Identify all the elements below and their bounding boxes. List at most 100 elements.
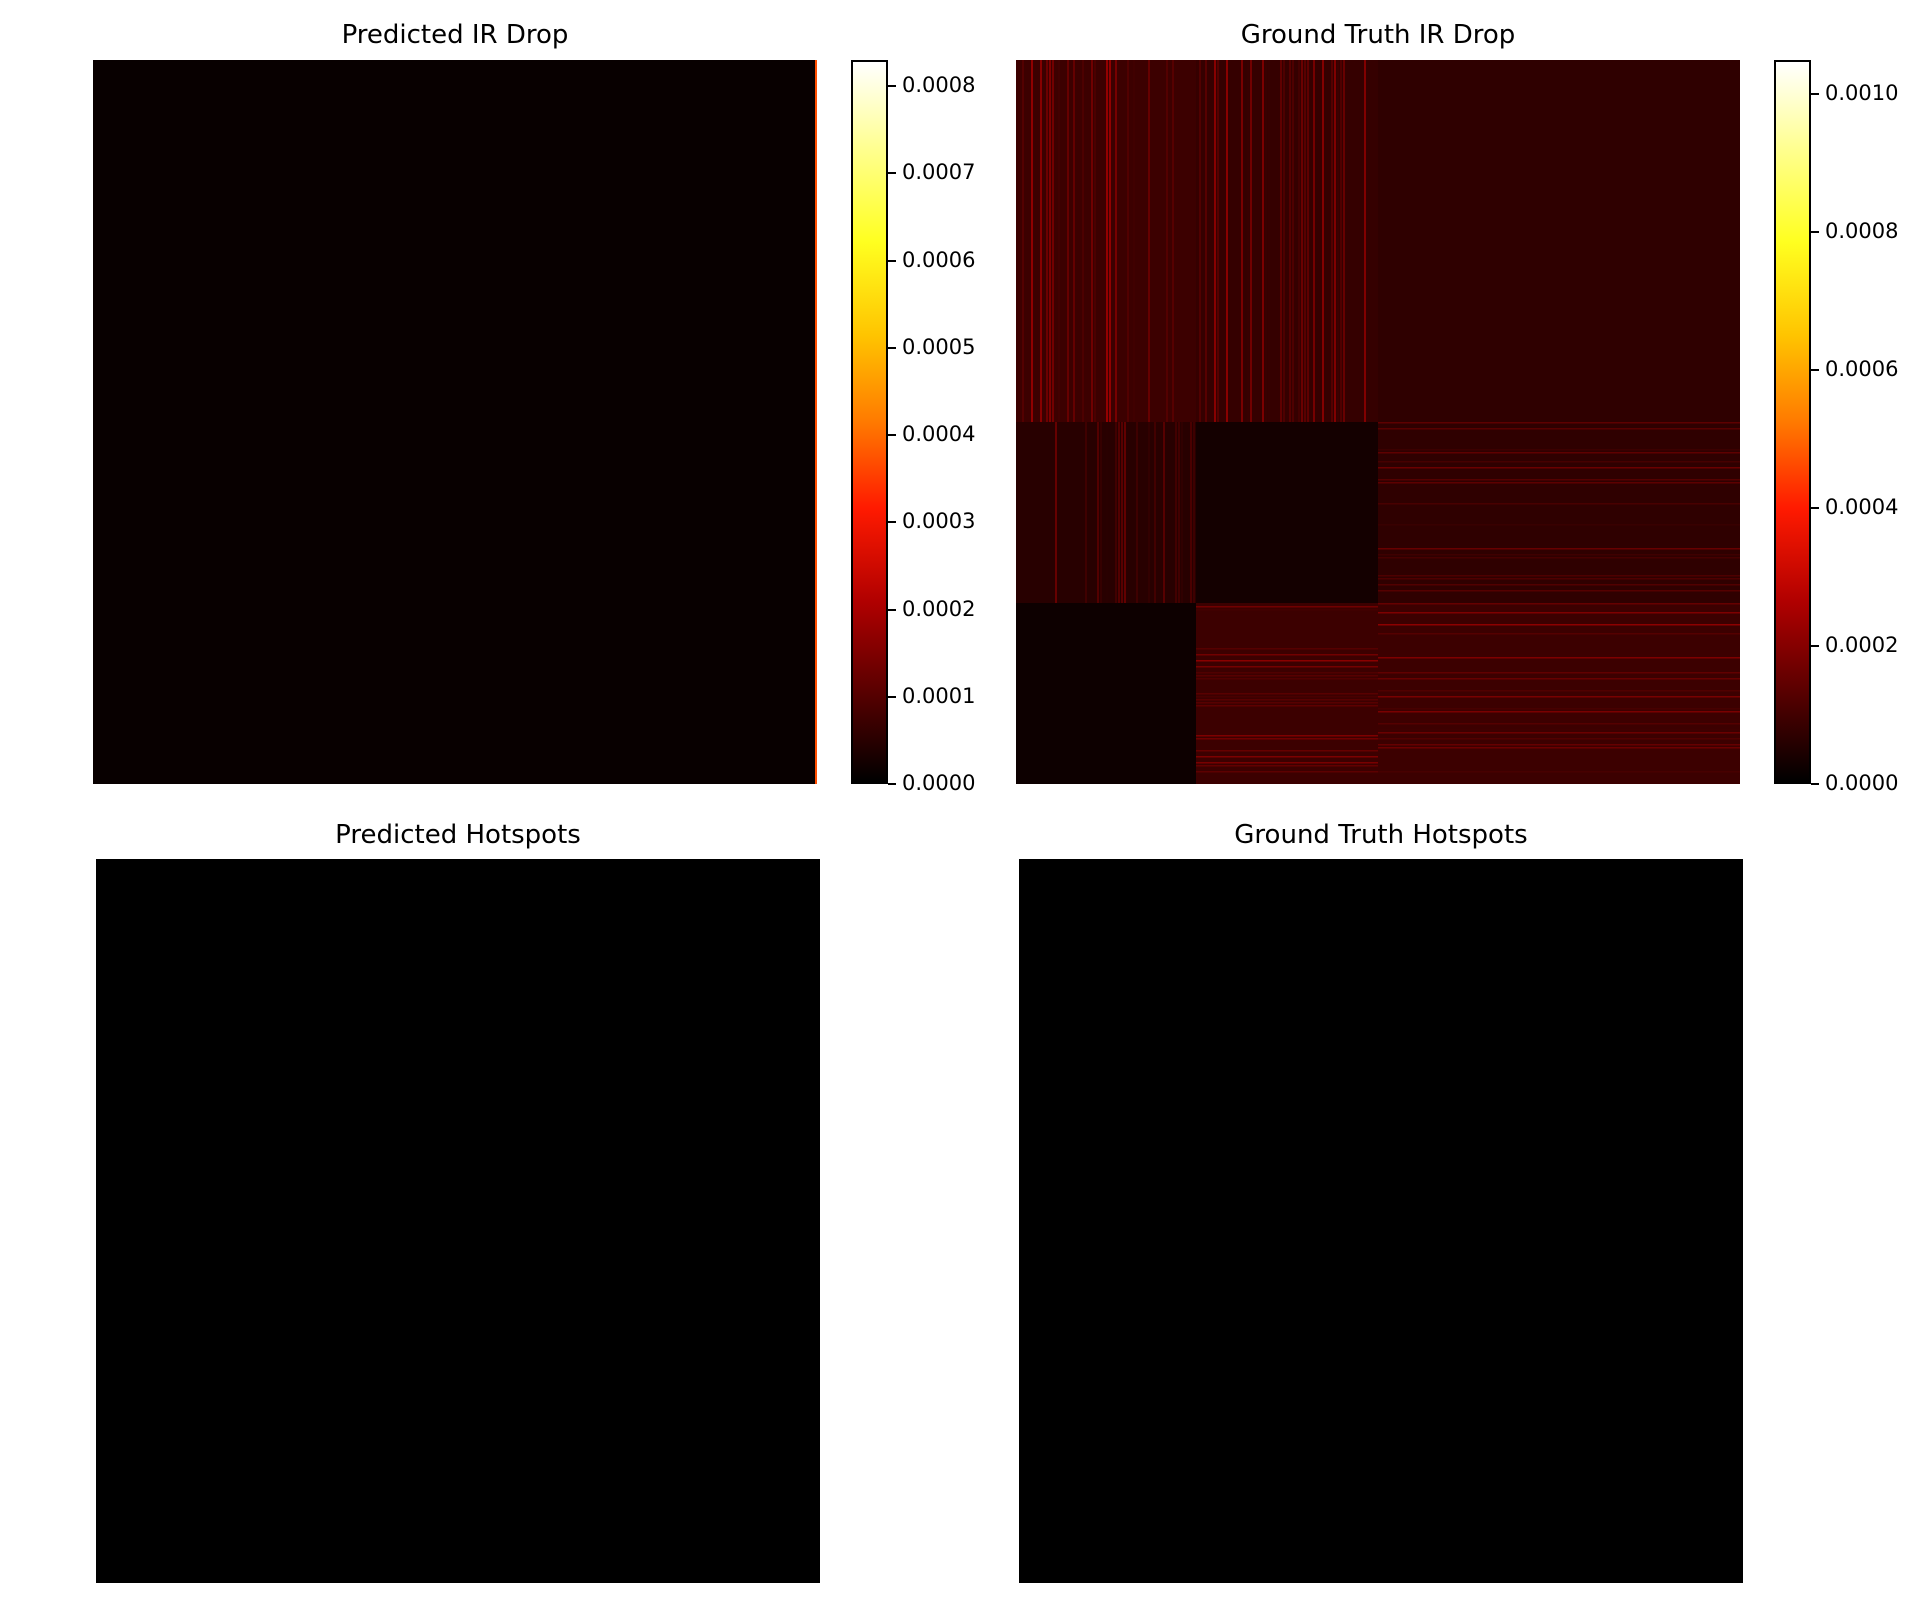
heatmap-stripe <box>1378 557 1740 559</box>
heatmap-stripe <box>1205 60 1207 422</box>
heatmap-stripe <box>1289 60 1291 422</box>
heatmap-stripe <box>1106 60 1108 422</box>
heatmap-stripe <box>1378 723 1740 725</box>
heatmap-stripe <box>1196 756 1378 758</box>
heatmap-stripe <box>1378 633 1740 635</box>
heatmap-stripe <box>1193 422 1195 603</box>
heatmap-stripe <box>1378 449 1740 451</box>
heatmap-stripe <box>1196 606 1378 608</box>
heatmap-stripe <box>1196 666 1378 668</box>
heatmap-stripe <box>1163 422 1165 603</box>
heatmap-stripe <box>1196 765 1378 767</box>
heatmap-stripe <box>1378 747 1740 749</box>
heatmap-ground-truth-hotspots <box>1019 859 1743 1583</box>
heatmap-stripe <box>1226 60 1228 422</box>
colorbar-ground-truth-ir-drop <box>1774 60 1811 784</box>
heatmap-stripe <box>1196 699 1378 701</box>
heatmap-stripe <box>1175 422 1177 603</box>
heatmap-stripe <box>1262 60 1264 422</box>
heatmap-stripe <box>1378 479 1740 481</box>
colorbar-tick-mark <box>888 521 896 524</box>
heatmap-stripe <box>1217 60 1219 422</box>
colorbar-tick-label: 0.0010 <box>1825 81 1899 106</box>
heatmap-stripe <box>1378 744 1740 746</box>
heatmap-stripe <box>1298 60 1300 422</box>
heatmap-stripe <box>1196 609 1378 611</box>
heatmap-block <box>1196 422 1378 603</box>
colorbar-tick-mark <box>1811 93 1819 96</box>
heatmap-block <box>1378 603 1740 784</box>
heatmap-stripe <box>1067 60 1069 422</box>
heatmap-stripe <box>1148 422 1150 603</box>
colorbar-tick-label: 0.0002 <box>902 596 976 621</box>
heatmap-stripe <box>1040 60 1042 422</box>
heatmap-stripe <box>1307 60 1309 422</box>
heatmap-stripe <box>1378 624 1740 626</box>
heatmap-stripe <box>1127 60 1129 422</box>
heatmap-stripe <box>1378 657 1740 659</box>
heatmap-stripe <box>1378 612 1740 614</box>
heatmap-block <box>1016 603 1196 784</box>
heatmap-stripe <box>1196 735 1378 737</box>
heatmap-stripe <box>1115 60 1117 422</box>
colorbar-tick-label: 0.0006 <box>902 247 976 272</box>
colorbar-tick-label: 0.0004 <box>1825 495 1899 520</box>
heatmap-stripe <box>1196 693 1378 695</box>
colorbar-tick-label: 0.0000 <box>902 771 976 795</box>
heatmap-stripe <box>1378 461 1740 463</box>
colorbar-tick-label: 0.0001 <box>902 683 976 708</box>
heatmap-stripe <box>1181 422 1183 603</box>
heatmap-stripe <box>1378 578 1740 580</box>
colorbar-tick-mark <box>888 695 896 698</box>
heatmap-stripe <box>1115 422 1117 603</box>
heatmap-stripe <box>1178 422 1180 603</box>
colorbar-tick-label: 0.0007 <box>902 160 976 185</box>
colorbar-tick-label: 0.0006 <box>1825 357 1899 382</box>
colorbar-tick-label: 0.0004 <box>902 422 976 447</box>
heatmap-stripe <box>1196 660 1378 662</box>
heatmap-stripe <box>1190 422 1192 603</box>
heatmap-stripe <box>1046 60 1048 422</box>
heatmap-stripe <box>1378 738 1740 740</box>
chart-title-ground-truth-hotspots: Ground Truth Hotspots <box>1234 820 1528 850</box>
heatmap-stripe <box>1196 627 1378 629</box>
heatmap-stripe <box>1337 60 1339 422</box>
heatmap-stripe <box>1331 60 1333 422</box>
heatmap-stripe <box>1378 584 1740 586</box>
heatmap-stripe <box>1121 422 1123 603</box>
heatmap-stripe <box>1378 599 1740 601</box>
colorbar-tick-mark <box>888 783 896 785</box>
heatmap-stripe <box>1196 654 1378 656</box>
heatmap-stripe <box>1378 690 1740 692</box>
heatmap-stripe <box>1082 60 1084 422</box>
heatmap-stripe <box>1196 648 1378 650</box>
heatmap-stripe <box>1378 681 1740 683</box>
colorbar-tick-label: 0.0002 <box>1825 633 1899 658</box>
heatmap-stripe <box>1378 732 1740 734</box>
colorbar-tick-mark <box>1811 645 1819 648</box>
heatmap-stripe <box>1378 678 1740 680</box>
heatmap-predicted-ir-drop <box>93 60 817 784</box>
heatmap-stripe <box>1378 771 1740 773</box>
heatmap-stripe <box>1378 428 1740 430</box>
heatmap-stripe <box>1196 678 1378 680</box>
heatmap-stripe <box>1340 60 1342 422</box>
heatmap-background <box>93 60 817 784</box>
heatmap-stripe <box>1160 422 1162 603</box>
heatmap-stripe <box>1052 60 1054 422</box>
heatmap-stripe <box>1378 720 1740 722</box>
heatmap-stripe <box>1199 60 1201 422</box>
heatmap-stripe <box>1378 548 1740 550</box>
heatmap-stripe <box>1118 422 1120 603</box>
heatmap-stripe <box>1166 60 1168 422</box>
heatmap-stripe <box>1058 60 1060 422</box>
colorbar-tick-mark <box>1811 369 1819 372</box>
heatmap-stripe <box>1094 60 1096 422</box>
chart-title-predicted-hotspots: Predicted Hotspots <box>335 820 581 850</box>
heatmap-stripe <box>1214 60 1216 422</box>
heatmap-stripe <box>1022 60 1024 422</box>
heatmap-stripe <box>1313 60 1315 422</box>
heatmap-stripe <box>1292 60 1294 422</box>
heatmap-stripe <box>1073 60 1075 422</box>
colorbar-tick-mark <box>888 172 896 175</box>
